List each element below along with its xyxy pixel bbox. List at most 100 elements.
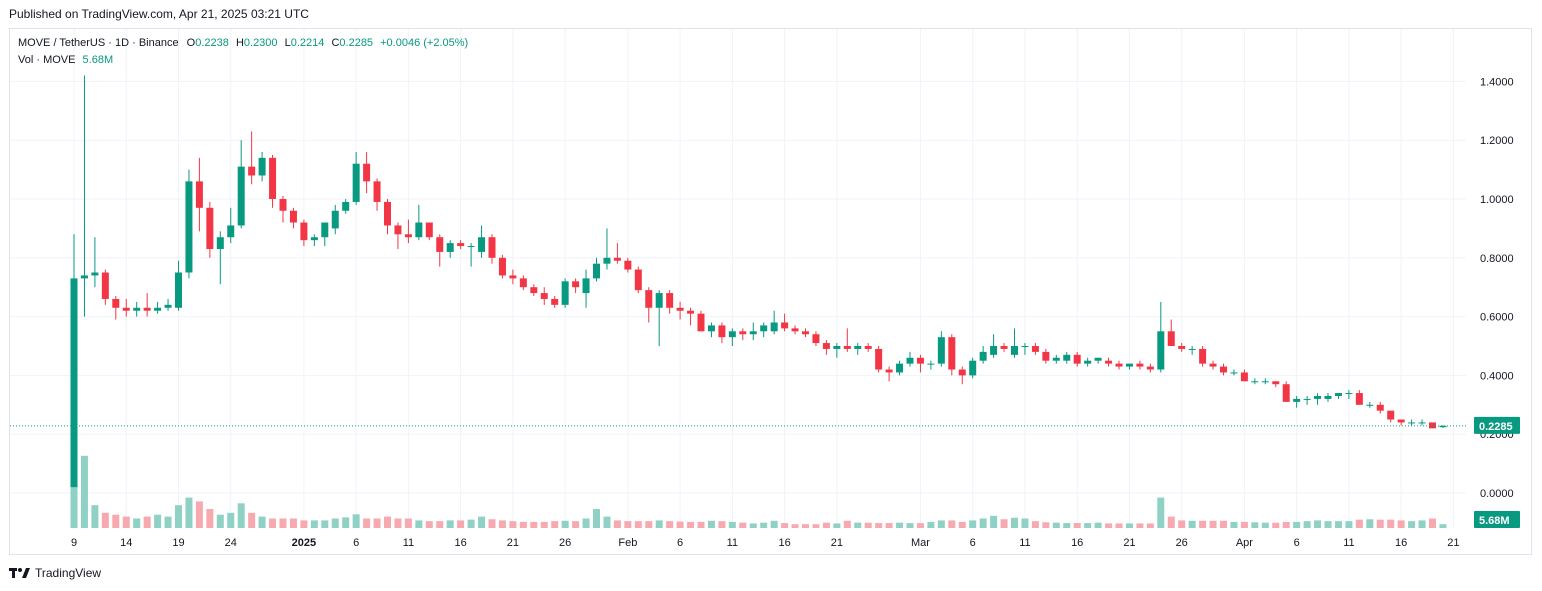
volume-bar[interactable] [1303, 521, 1311, 528]
candle-body[interactable] [1052, 357, 1060, 361]
candle-body[interactable] [655, 293, 663, 308]
candle-body[interactable] [1125, 363, 1133, 367]
candle-body[interactable] [802, 331, 809, 335]
candle-body[interactable] [645, 290, 653, 308]
volume-bar[interactable] [1240, 521, 1248, 528]
volume-bar[interactable] [248, 512, 256, 528]
volume-bar[interactable] [363, 518, 371, 529]
volume-bar[interactable] [498, 520, 506, 528]
volume-bar[interactable] [310, 520, 318, 528]
candle-body[interactable] [1408, 422, 1416, 424]
candle-body[interactable] [979, 351, 987, 361]
volume-bar[interactable] [875, 523, 883, 528]
candle-body[interactable] [1084, 360, 1092, 364]
candle-body[interactable] [990, 346, 998, 355]
candle-body[interactable] [342, 201, 350, 211]
volume-bar[interactable] [613, 520, 621, 528]
volume-bar[interactable] [634, 521, 642, 528]
volume-bar[interactable] [519, 521, 527, 528]
volume-bar[interactable] [927, 521, 935, 528]
candle-body[interactable] [896, 363, 904, 373]
candle-body[interactable] [206, 207, 214, 249]
candle-body[interactable] [1021, 346, 1029, 347]
volume-bar[interactable] [1282, 521, 1290, 528]
volume-bar[interactable] [666, 521, 674, 528]
candle-body[interactable] [1293, 398, 1301, 402]
candle-body[interactable] [498, 257, 506, 276]
volume-bar[interactable] [593, 509, 600, 528]
volume-bar[interactable] [1230, 521, 1238, 528]
volume-bar[interactable] [1157, 497, 1165, 528]
candle-body[interactable] [1261, 381, 1269, 383]
candle-body[interactable] [1073, 354, 1081, 364]
candle-body[interactable] [1220, 366, 1227, 373]
volume-bar[interactable] [1011, 517, 1018, 528]
candle-body[interactable] [948, 337, 956, 370]
volume-bar[interactable] [1021, 518, 1029, 529]
candle-body[interactable] [1324, 395, 1332, 399]
volume-bar[interactable] [300, 520, 308, 528]
candle-body[interactable] [561, 281, 569, 305]
candle-body[interactable] [1345, 393, 1353, 395]
volume-bar[interactable] [1000, 519, 1008, 528]
candle-body[interactable] [540, 293, 548, 299]
candle-body[interactable] [133, 307, 141, 311]
candle-body[interactable] [1314, 395, 1322, 399]
volume-bar[interactable] [415, 520, 423, 528]
volume-bar[interactable] [164, 516, 172, 528]
volume-bar[interactable] [687, 521, 695, 528]
candle-body[interactable] [906, 357, 914, 364]
volume-bar[interactable] [373, 518, 381, 529]
candle-body[interactable] [1188, 348, 1196, 350]
candle-body[interactable] [289, 210, 297, 223]
volume-bar[interactable] [1094, 522, 1102, 528]
candle-body[interactable] [467, 246, 475, 248]
volume-bar[interactable] [916, 523, 924, 528]
volume-bar[interactable] [80, 455, 88, 528]
candle-body[interactable] [1136, 363, 1144, 367]
candle-body[interactable] [916, 357, 924, 364]
candle-body[interactable] [1199, 348, 1207, 364]
candle-body[interactable] [875, 348, 883, 370]
volume-bar[interactable] [1042, 522, 1050, 528]
volume-bar[interactable] [603, 516, 611, 528]
volume-bar[interactable] [1031, 521, 1039, 528]
candle-body[interactable] [613, 257, 621, 261]
volume-bar[interactable] [1052, 522, 1060, 528]
volume-bar[interactable] [990, 515, 998, 528]
volume-bar[interactable] [175, 505, 182, 528]
candle-body[interactable] [634, 269, 642, 291]
volume-bar[interactable] [707, 520, 715, 528]
volume-bar[interactable] [457, 520, 465, 528]
candle-body[interactable] [310, 237, 318, 241]
volume-bar[interactable] [948, 520, 956, 528]
candle-body[interactable] [384, 201, 391, 226]
volume-bar[interactable] [1209, 520, 1217, 528]
volume-bar[interactable] [551, 521, 559, 528]
candle-body[interactable] [624, 260, 632, 270]
candle-body[interactable] [1209, 363, 1217, 367]
volume-bar[interactable] [321, 520, 329, 528]
volume-bar[interactable] [1439, 524, 1447, 528]
volume-bar[interactable] [1063, 523, 1071, 528]
candle-body[interactable] [697, 313, 705, 332]
candle-body[interactable] [1157, 331, 1165, 370]
volume-bar[interactable] [1188, 520, 1196, 528]
candle-body[interactable] [91, 272, 99, 276]
volume-bar[interactable] [227, 512, 235, 528]
volume-bar[interactable] [289, 518, 297, 529]
volume-bar[interactable] [1272, 522, 1280, 528]
volume-bar[interactable] [237, 503, 245, 528]
volume-bar[interactable] [1178, 520, 1186, 528]
candle-body[interactable] [791, 328, 799, 332]
volume-bar[interactable] [812, 524, 820, 528]
volume-bar[interactable] [91, 505, 99, 528]
candle-body[interactable] [237, 166, 245, 226]
candle-body[interactable] [300, 222, 308, 241]
candle-body[interactable] [1031, 346, 1039, 352]
candle-body[interactable] [363, 163, 371, 182]
candle-body[interactable] [1387, 410, 1395, 420]
candle-body[interactable] [1115, 363, 1123, 367]
volume-bar[interactable] [1261, 522, 1269, 528]
candle-body[interactable] [394, 225, 402, 235]
